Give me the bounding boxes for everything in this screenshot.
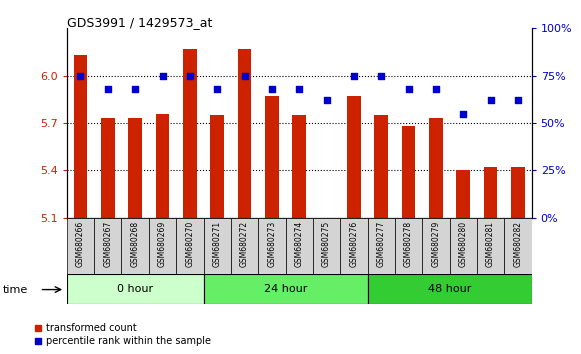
Bar <box>484 167 497 218</box>
Point <box>513 97 522 103</box>
Bar <box>101 118 114 218</box>
Bar <box>67 218 94 274</box>
Bar <box>313 218 340 274</box>
Bar <box>340 218 368 274</box>
Point <box>404 86 413 92</box>
Bar <box>121 218 149 274</box>
Point <box>486 97 495 103</box>
Point <box>131 86 140 92</box>
Bar <box>292 115 306 218</box>
Point <box>458 111 468 116</box>
Text: GSM680271: GSM680271 <box>213 221 222 267</box>
Bar <box>374 115 388 218</box>
Bar <box>203 218 231 274</box>
Text: GSM680267: GSM680267 <box>103 221 112 267</box>
Text: GSM680280: GSM680280 <box>459 221 468 267</box>
Text: GSM680270: GSM680270 <box>185 221 195 267</box>
Bar <box>422 218 450 274</box>
Text: GSM680272: GSM680272 <box>240 221 249 267</box>
Bar <box>401 126 415 218</box>
Bar <box>156 114 169 218</box>
Text: 24 hour: 24 hour <box>264 284 307 295</box>
Bar <box>457 170 470 218</box>
Bar <box>368 218 395 274</box>
Bar <box>231 218 258 274</box>
Point <box>103 86 113 92</box>
Bar <box>74 55 87 218</box>
Text: GSM680266: GSM680266 <box>76 221 85 267</box>
Point <box>76 73 85 79</box>
Text: GSM680268: GSM680268 <box>131 221 139 267</box>
Text: GSM680282: GSM680282 <box>514 221 522 267</box>
Bar <box>368 274 532 304</box>
Legend: transformed count, percentile rank within the sample: transformed count, percentile rank withi… <box>34 324 210 346</box>
Text: GSM680269: GSM680269 <box>158 221 167 267</box>
Text: GSM680278: GSM680278 <box>404 221 413 267</box>
Bar <box>238 49 252 218</box>
Text: GSM680275: GSM680275 <box>322 221 331 267</box>
Text: GSM680277: GSM680277 <box>376 221 386 267</box>
Point <box>185 73 195 79</box>
Bar <box>477 218 504 274</box>
Point <box>322 97 331 103</box>
Bar <box>203 274 368 304</box>
Bar <box>450 218 477 274</box>
Bar <box>258 218 285 274</box>
Text: 0 hour: 0 hour <box>117 284 153 295</box>
Bar <box>285 218 313 274</box>
Bar <box>395 218 422 274</box>
Point <box>376 73 386 79</box>
Text: GDS3991 / 1429573_at: GDS3991 / 1429573_at <box>67 16 212 29</box>
Point <box>158 73 167 79</box>
Text: GSM680276: GSM680276 <box>349 221 358 267</box>
Point <box>431 86 440 92</box>
Point <box>349 73 358 79</box>
Bar <box>347 96 361 218</box>
Bar <box>183 49 197 218</box>
Text: 48 hour: 48 hour <box>428 284 471 295</box>
Text: time: time <box>3 285 28 295</box>
Bar <box>149 218 176 274</box>
Text: GSM680279: GSM680279 <box>432 221 440 267</box>
Text: GSM680281: GSM680281 <box>486 221 495 267</box>
Text: GSM680273: GSM680273 <box>267 221 277 267</box>
Bar <box>176 218 203 274</box>
Bar <box>210 115 224 218</box>
Bar <box>265 96 279 218</box>
Bar <box>504 218 532 274</box>
Point <box>295 86 304 92</box>
Point <box>213 86 222 92</box>
Text: GSM680274: GSM680274 <box>295 221 304 267</box>
Point <box>267 86 277 92</box>
Bar <box>429 118 443 218</box>
Bar <box>94 218 121 274</box>
Bar <box>128 118 142 218</box>
Bar <box>67 274 203 304</box>
Bar <box>511 167 525 218</box>
Point <box>240 73 249 79</box>
